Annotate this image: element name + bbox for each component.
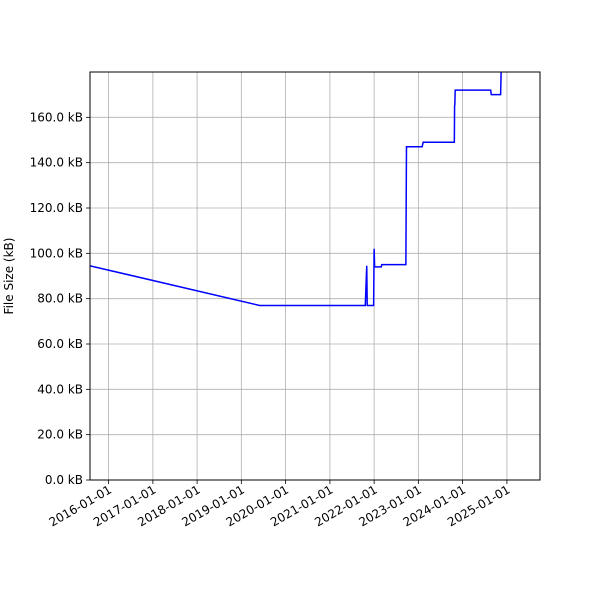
y-axis-label: File Size (kB) xyxy=(2,238,16,315)
y-axis: 0.0 kB 20.0 kB 40.0 kB 60.0 kB 80.0 kB 100.0 … xyxy=(30,110,90,487)
y-tick-label: 80.0 kB xyxy=(37,292,83,306)
y-tick-label: 160.0 kB xyxy=(30,110,83,124)
y-tick-label: 20.0 kB xyxy=(37,428,83,442)
y-tick-label: 60.0 kB xyxy=(37,337,83,351)
series-line-0 xyxy=(90,72,502,307)
y-tick-label: 0.0 kB xyxy=(45,473,83,487)
plot-area xyxy=(90,72,502,307)
y-tick-label: 40.0 kB xyxy=(37,382,83,396)
y-tick-label: 120.0 kB xyxy=(30,201,83,215)
y-tick-label: 100.0 kB xyxy=(30,246,83,260)
axes-frame xyxy=(89,71,541,481)
y-tick-label: 140.0 kB xyxy=(30,156,83,170)
